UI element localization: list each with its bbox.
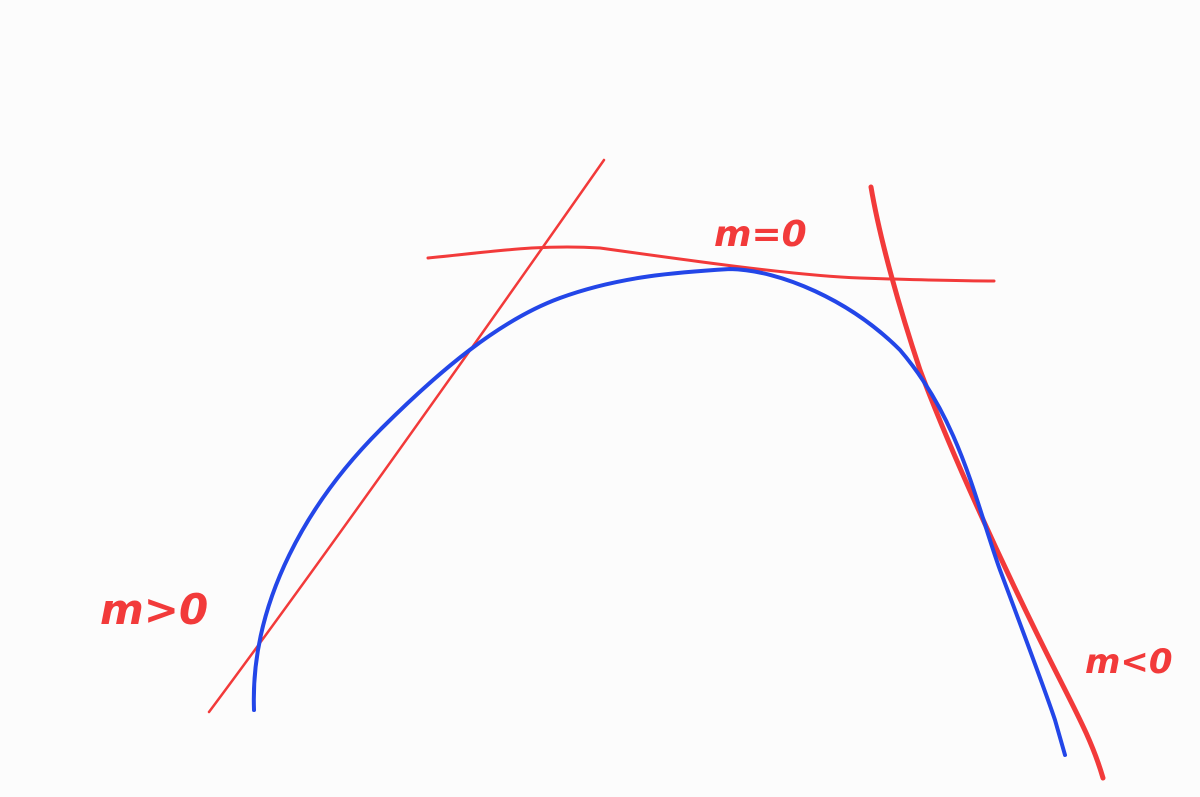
tangent-line-zero-slope [426, 245, 996, 283]
tangent-line-negative-slope [868, 184, 1106, 781]
label-zero-slope: m=0 [714, 214, 807, 255]
function-curve [251, 267, 1067, 757]
label-negative-slope: m<0 [1085, 642, 1173, 682]
label-positive-slope: m>0 [100, 585, 208, 634]
tangent-line-positive-slope [207, 158, 606, 714]
